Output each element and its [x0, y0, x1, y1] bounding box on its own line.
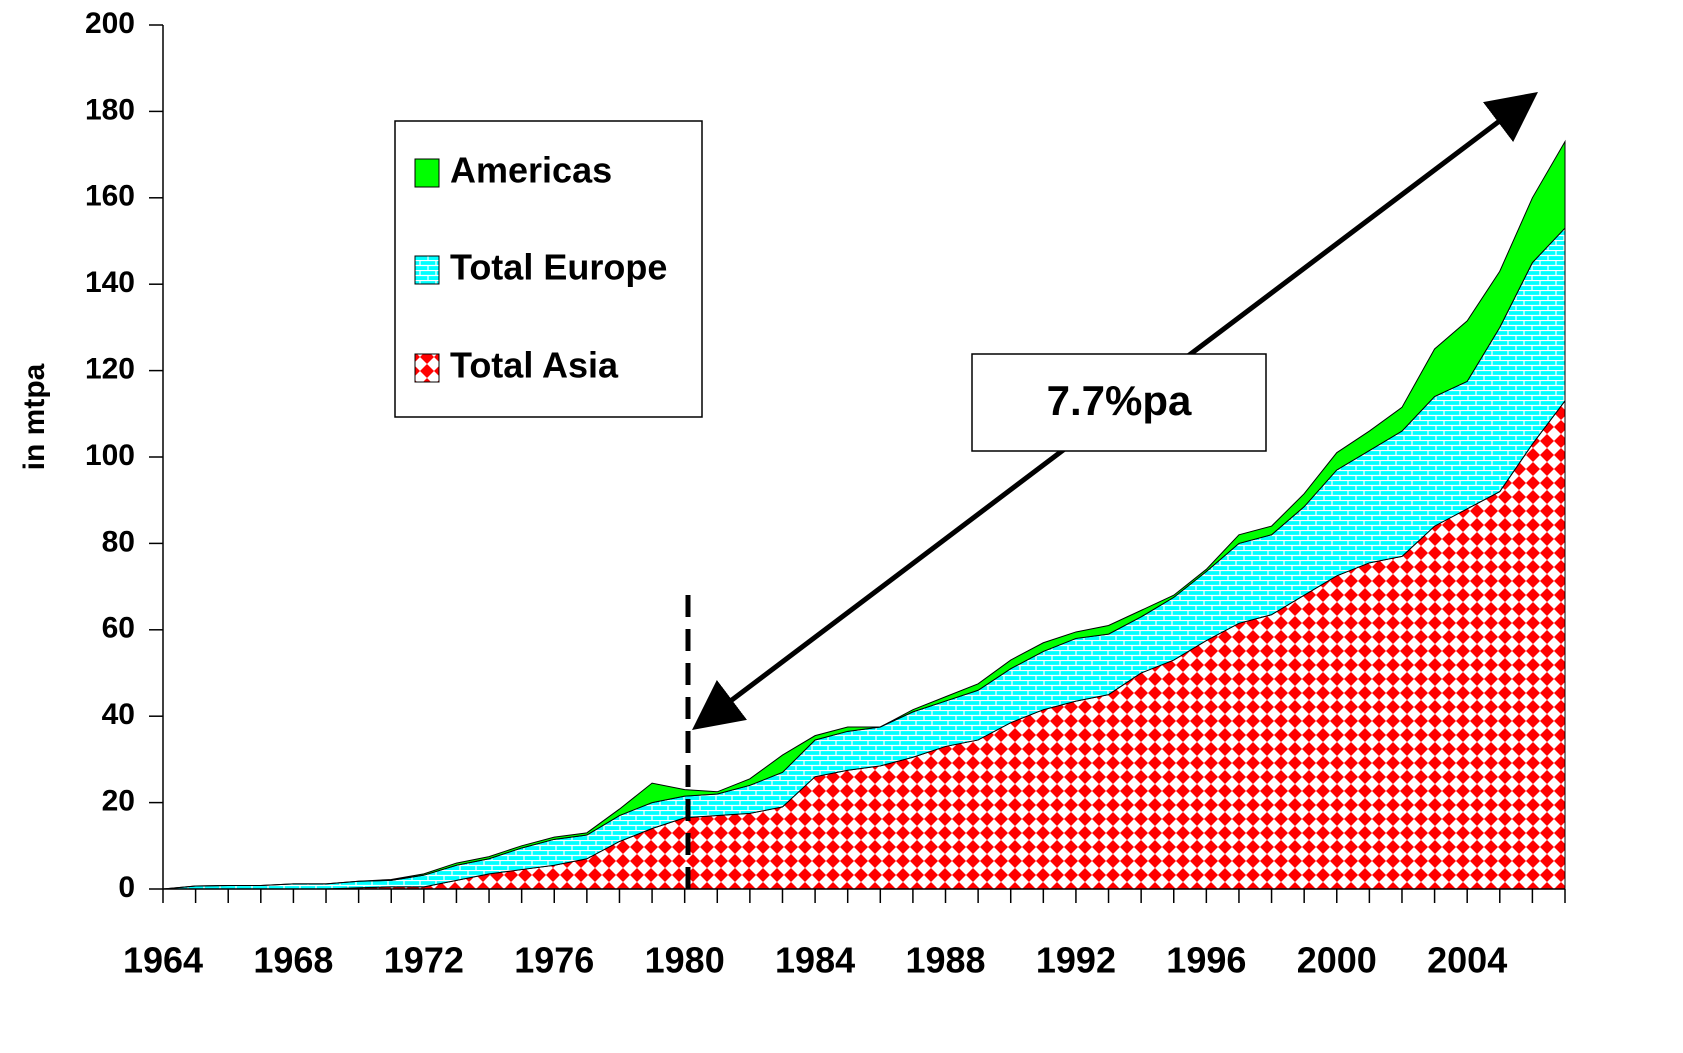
x-tick-label: 1976: [514, 940, 594, 981]
legend-swatch: [414, 255, 440, 285]
x-tick-label: 1984: [775, 940, 855, 981]
legend: [394, 120, 703, 418]
x-tick-label: 2004: [1427, 940, 1507, 981]
x-tick-label: 1964: [123, 940, 203, 981]
y-tick-label: 200: [85, 7, 135, 40]
x-tick-label: 1968: [253, 940, 333, 981]
y-tick-label: 20: [102, 785, 135, 818]
legend-label: Americas: [450, 150, 612, 191]
legend-swatch: [414, 158, 440, 188]
y-tick-label: 80: [102, 525, 135, 558]
annotation-box: [971, 353, 1267, 452]
y-tick-label: 160: [85, 180, 135, 213]
annotation: 7.7%pa: [1047, 377, 1192, 424]
y-tick-label: 140: [85, 266, 135, 299]
legend-label: Total Asia: [450, 345, 619, 386]
y-tick-label: 180: [85, 93, 135, 126]
x-tick-label: 2000: [1297, 940, 1377, 981]
legend-label: Total Europe: [450, 247, 667, 288]
x-tick-label: 1988: [905, 940, 985, 981]
y-tick-label: 40: [102, 698, 135, 731]
y-tick-label: 0: [118, 871, 135, 904]
x-tick-label: 1992: [1036, 940, 1116, 981]
x-tick-label: 1972: [384, 940, 464, 981]
x-tick-label: 1980: [645, 940, 725, 981]
y-tick-label: 100: [85, 439, 135, 472]
x-tick-label: 1996: [1166, 940, 1246, 981]
y-axis-label: in mtpa: [18, 363, 51, 470]
y-tick-label: 60: [102, 612, 135, 645]
legend-swatch: [414, 353, 440, 383]
y-tick-label: 120: [85, 353, 135, 386]
